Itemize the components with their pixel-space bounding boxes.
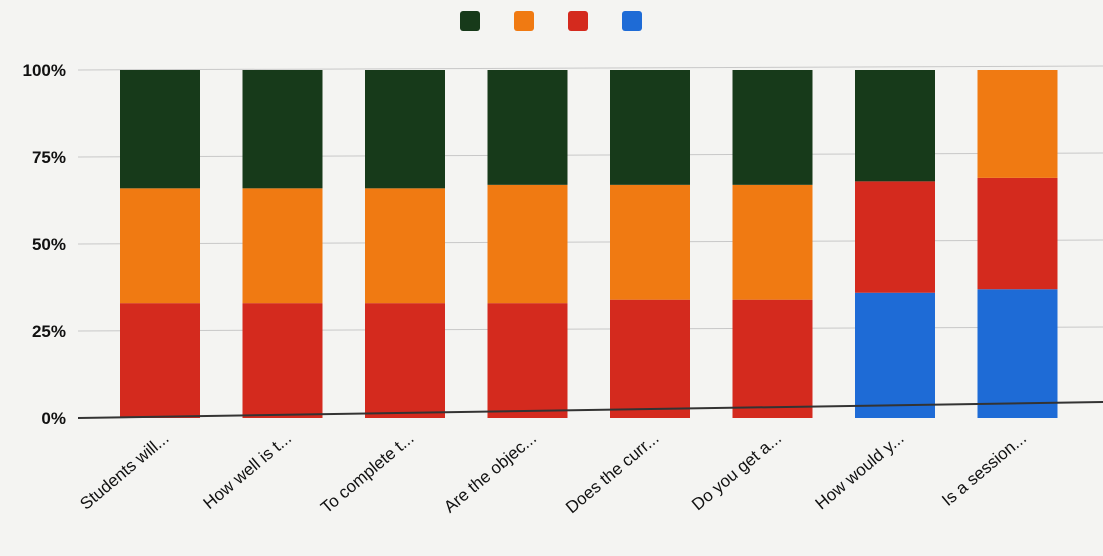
bar-stack bbox=[487, 70, 568, 418]
x-tick-label: How well is t... bbox=[200, 429, 295, 513]
bar-segment bbox=[855, 181, 935, 293]
bar-segment bbox=[732, 184, 813, 300]
bar-stack bbox=[732, 70, 813, 418]
y-axis-ticks: 0% 25% 50% 75% 100% bbox=[23, 61, 66, 428]
bar-segment bbox=[120, 303, 200, 418]
x-tick-label: To complete t... bbox=[317, 429, 418, 518]
bar-segment bbox=[610, 70, 690, 185]
bar-segment bbox=[487, 184, 568, 304]
gridline bbox=[77, 152, 1103, 158]
bar-segment bbox=[977, 177, 1058, 290]
x-tick-label: Is a session... bbox=[938, 429, 1030, 510]
bar-segment bbox=[365, 188, 445, 304]
x-tick-label: Does the curr... bbox=[562, 429, 663, 518]
x-axis-line bbox=[77, 401, 1103, 419]
bar-stack bbox=[977, 70, 1058, 418]
bar-segment bbox=[732, 299, 813, 418]
bar-segment bbox=[242, 70, 323, 189]
y-tick-label: 50% bbox=[32, 235, 66, 254]
bar-segment bbox=[977, 289, 1058, 418]
bar-segment bbox=[242, 188, 323, 304]
legend-swatch bbox=[622, 11, 642, 31]
bar-segment bbox=[855, 70, 935, 182]
y-tick-label: 75% bbox=[32, 148, 66, 167]
bar-stack bbox=[242, 70, 323, 418]
bar-segment bbox=[120, 70, 200, 189]
y-tick-label: 0% bbox=[41, 409, 66, 428]
gridlines bbox=[77, 65, 1103, 332]
bar-segment bbox=[610, 299, 690, 418]
legend bbox=[460, 11, 642, 31]
bar-segment bbox=[365, 70, 445, 189]
bar-segment bbox=[487, 303, 568, 418]
bar-segment bbox=[610, 184, 690, 300]
bar-stack bbox=[365, 70, 445, 418]
bar-stack bbox=[610, 70, 690, 418]
x-tick-label: Are the objec... bbox=[440, 429, 540, 517]
x-tick-label: Do you get a... bbox=[688, 429, 785, 515]
bar-segment bbox=[855, 292, 935, 418]
bar-segment bbox=[242, 303, 323, 418]
bar-segment bbox=[365, 303, 445, 418]
bar-segment bbox=[120, 188, 200, 304]
legend-swatch bbox=[568, 11, 588, 31]
bars bbox=[120, 70, 1058, 418]
legend-swatch bbox=[514, 11, 534, 31]
gridline bbox=[77, 239, 1103, 245]
x-axis-labels: Students will... How well is t... To compl… bbox=[76, 429, 1030, 518]
bar-segment bbox=[487, 70, 568, 185]
bar-segment bbox=[732, 70, 813, 185]
gridline bbox=[77, 326, 1103, 332]
legend-swatch bbox=[460, 11, 480, 31]
bar-stack bbox=[120, 70, 200, 418]
y-tick-label: 100% bbox=[23, 61, 66, 80]
x-tick-label: Students will... bbox=[76, 429, 172, 514]
y-tick-label: 25% bbox=[32, 322, 66, 341]
bar-segment bbox=[977, 70, 1058, 178]
gridline bbox=[77, 65, 1103, 71]
x-tick-label: How would y... bbox=[812, 429, 908, 514]
bar-stack bbox=[855, 70, 935, 418]
